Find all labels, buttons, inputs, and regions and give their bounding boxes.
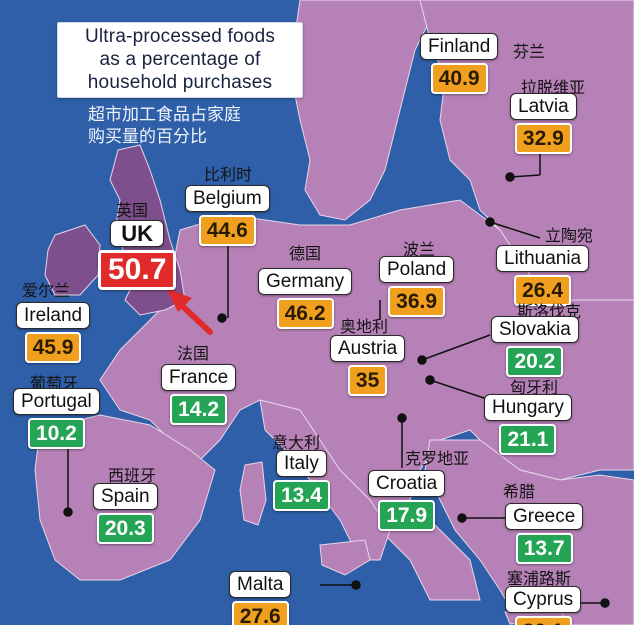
- country-value-finland: 40.9: [430, 63, 488, 94]
- subtitle-line-1: 超市加工食品占家庭: [88, 105, 241, 124]
- country-label-italy: Italy 13.4: [273, 450, 330, 511]
- chart-title: Ultra-processed foods as a percentage of…: [57, 22, 303, 98]
- country-name-france: France: [161, 364, 237, 391]
- country-value-latvia: 32.9: [514, 123, 572, 154]
- country-name-slovakia: Slovakia: [491, 316, 579, 343]
- country-label-poland: Poland 36.9: [379, 256, 455, 317]
- country-cn-cyprus: 塞浦路斯: [507, 571, 572, 588]
- country-label-france: France 14.2: [161, 364, 237, 425]
- country-value-malta: 27.6: [231, 601, 289, 625]
- country-name-latvia: Latvia: [510, 93, 577, 120]
- country-value-lithuania: 26.4: [514, 275, 571, 306]
- country-cn-spain: 西班牙: [108, 468, 157, 485]
- country-cn-lithuania: 立陶宛: [545, 228, 594, 245]
- country-value-poland: 36.9: [388, 286, 446, 317]
- country-name-germany: Germany: [258, 268, 353, 295]
- country-cn-austria: 奥地利: [340, 319, 389, 336]
- land-ireland: [44, 224, 101, 296]
- country-name-ireland: Ireland: [16, 302, 91, 329]
- country-label-uk: UK 50.7: [98, 220, 177, 290]
- country-cn-germany: 德国: [289, 246, 322, 263]
- land-scandinavia: [289, 0, 431, 221]
- subtitle-line-2: 购买量的百分比: [88, 127, 207, 146]
- country-cn-italy: 意大利: [272, 435, 321, 452]
- country-name-cyprus: Cyprus: [505, 586, 582, 613]
- country-label-lithuania: Lithuania 26.4: [496, 245, 590, 306]
- country-name-greece: Greece: [505, 503, 584, 530]
- country-label-finland: Finland 40.9: [420, 33, 499, 94]
- country-name-belgium: Belgium: [185, 185, 270, 212]
- country-label-portugal: Portugal 10.2: [13, 388, 100, 449]
- country-value-ireland: 45.9: [24, 332, 82, 363]
- country-label-malta: Malta 27.6: [229, 571, 292, 625]
- country-value-greece: 13.7: [515, 533, 573, 564]
- country-label-croatia: Croatia 17.9: [368, 470, 446, 531]
- land-sicily: [319, 539, 371, 576]
- land-balkans: [424, 439, 634, 625]
- country-name-austria: Austria: [330, 335, 406, 362]
- country-label-ireland: Ireland 45.9: [16, 302, 91, 363]
- title-line-3: household purchases: [87, 72, 273, 93]
- country-cn-belgium: 比利时: [204, 167, 253, 184]
- country-cn-uk: 英国: [116, 203, 149, 220]
- country-name-spain: Spain: [93, 483, 158, 510]
- country-name-finland: Finland: [420, 33, 499, 60]
- country-label-slovakia: Slovakia 20.2: [491, 316, 579, 377]
- country-name-portugal: Portugal: [13, 388, 100, 415]
- country-value-portugal: 10.2: [27, 418, 85, 449]
- title-line-1: Ultra-processed foods: [84, 26, 276, 47]
- country-value-italy: 13.4: [273, 480, 330, 511]
- country-cn-france: 法国: [177, 346, 210, 363]
- country-name-hungary: Hungary: [484, 394, 572, 421]
- country-value-belgium: 44.6: [198, 215, 256, 246]
- country-name-italy: Italy: [276, 450, 327, 477]
- country-value-croatia: 17.9: [378, 500, 436, 531]
- country-cn-ireland: 爱尔兰: [22, 283, 71, 300]
- country-cn-croatia: 克罗地亚: [405, 451, 470, 468]
- country-label-latvia: Latvia 32.9: [510, 93, 577, 154]
- country-value-austria: 35: [347, 365, 388, 396]
- country-label-spain: Spain 20.3: [93, 483, 158, 544]
- country-name-uk: UK: [110, 220, 165, 247]
- country-cn-greece: 希腊: [503, 484, 536, 501]
- country-value-france: 14.2: [170, 394, 227, 425]
- country-label-belgium: Belgium 44.6: [185, 185, 270, 246]
- country-cn-poland: 波兰: [403, 242, 436, 259]
- country-label-austria: Austria 35: [330, 335, 406, 396]
- country-name-croatia: Croatia: [368, 470, 446, 497]
- country-label-hungary: Hungary 21.1: [484, 394, 572, 455]
- country-cn-hungary: 匈牙利: [510, 380, 559, 397]
- uk-arrow-icon: [166, 288, 213, 335]
- country-value-cyprus: 30.1: [514, 616, 572, 625]
- country-name-poland: Poland: [379, 256, 455, 283]
- country-value-hungary: 21.1: [499, 424, 557, 455]
- country-value-germany: 46.2: [276, 298, 334, 329]
- country-name-malta: Malta: [229, 571, 292, 598]
- country-name-lithuania: Lithuania: [496, 245, 590, 272]
- title-line-2: as a percentage of: [99, 49, 261, 70]
- country-cn-finland: 芬兰: [513, 44, 546, 61]
- country-value-slovakia: 20.2: [506, 346, 564, 377]
- country-label-greece: Greece 13.7: [505, 503, 584, 564]
- land-sardinia: [239, 461, 267, 526]
- country-label-cyprus: Cyprus 30.1: [505, 586, 582, 625]
- country-value-spain: 20.3: [96, 513, 154, 544]
- country-cn-latvia: 拉脱维亚: [521, 80, 586, 97]
- country-label-germany: Germany 46.2: [258, 268, 353, 329]
- country-value-uk: 50.7: [98, 250, 177, 290]
